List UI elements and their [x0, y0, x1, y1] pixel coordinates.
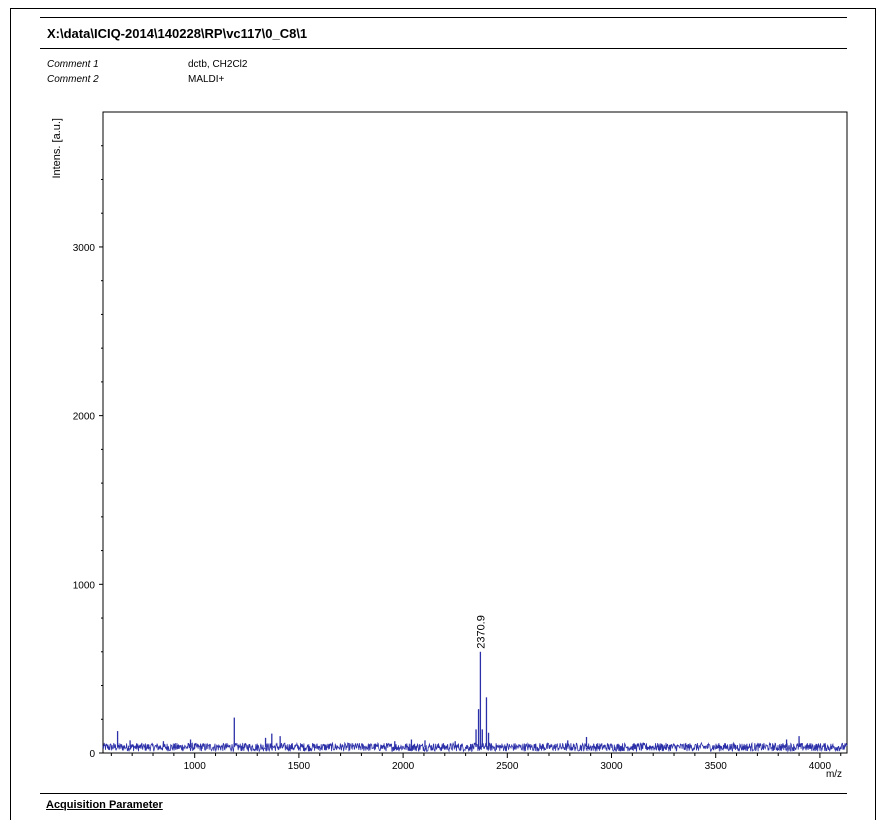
x-tick-label: 2500 [496, 761, 519, 772]
comment-1-label: Comment 1 [47, 59, 99, 70]
x-axis-label: m/z [826, 769, 842, 780]
y-axis-label: Intens. [a.u.] [51, 118, 63, 179]
y-tick-label: 0 [89, 749, 95, 760]
spectrum-baseline-trace [102, 741, 848, 753]
x-tick-label: 3500 [705, 761, 728, 772]
report-frame [10, 8, 876, 820]
x-tick-label: 2000 [392, 761, 415, 772]
comment-2-label: Comment 2 [47, 74, 99, 85]
comment-1-value: dctb, CH2Cl2 [188, 59, 248, 70]
y-tick-label: 1000 [73, 580, 96, 591]
y-tick-label: 2000 [73, 412, 96, 423]
comment-2-value: MALDI+ [188, 74, 225, 85]
data-path-title: X:\data\ICIQ-2014\140228\RP\vc117\0_C8\1 [47, 26, 308, 41]
top-rule [40, 17, 847, 18]
x-tick-label: 1000 [184, 761, 207, 772]
peak-annotation-label: 2370.9 [475, 615, 487, 649]
spectrum-trace-group: 2370.9 [102, 615, 848, 753]
acquisition-parameter-heading: Acquisition Parameter [46, 799, 163, 811]
x-tick-label: 1500 [288, 761, 311, 772]
footer-rule [40, 793, 847, 794]
x-tick-label: 3000 [600, 761, 623, 772]
y-tick-label: 3000 [73, 243, 96, 254]
plot-area-frame [102, 111, 848, 754]
axes-group: 0 1000 2000 3000 1000 1500 2000 2500 3000 3500 400… [73, 145, 842, 772]
title-rule [40, 48, 847, 49]
x-tick-label: 4000 [809, 761, 832, 772]
